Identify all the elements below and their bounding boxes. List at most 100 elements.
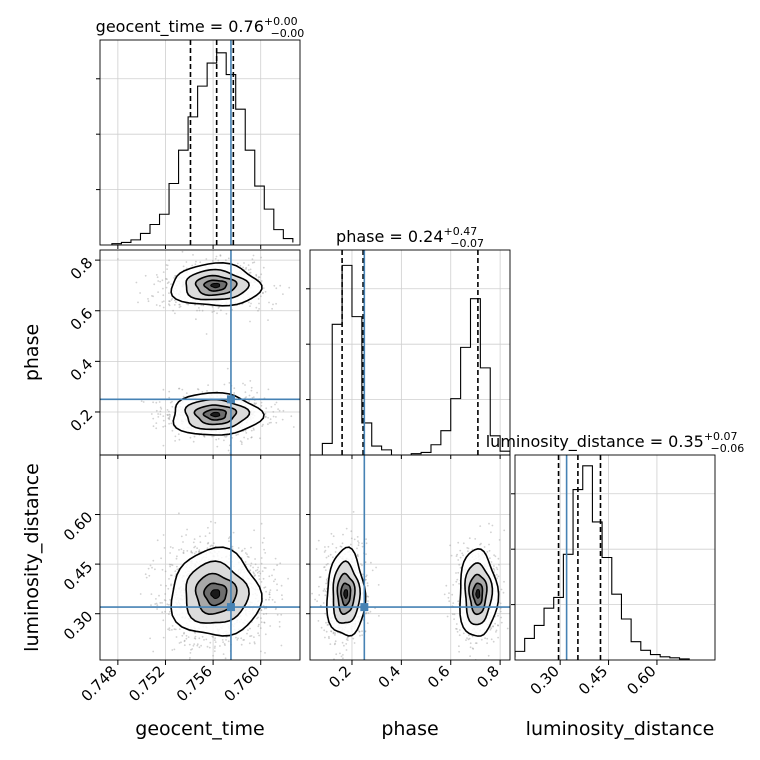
sample-point	[242, 382, 244, 385]
sample-point	[169, 598, 172, 601]
sample-point	[151, 566, 153, 569]
sample-point	[223, 643, 226, 645]
sample-point	[465, 639, 467, 641]
sample-point	[455, 580, 458, 583]
sample-point	[170, 422, 173, 425]
sample-point	[492, 625, 494, 628]
sample-point	[242, 639, 245, 641]
sample-point	[177, 433, 180, 436]
sample-point	[499, 610, 502, 613]
sample-point	[317, 539, 320, 542]
sample-point	[200, 304, 203, 307]
sample-point	[148, 574, 151, 577]
sample-point	[237, 547, 240, 549]
sample-point	[249, 320, 251, 323]
sample-point	[268, 596, 271, 599]
sample-point	[176, 565, 178, 568]
sample-point	[258, 276, 261, 279]
sample-point	[281, 598, 284, 601]
sample-point	[262, 292, 264, 295]
sample-point	[311, 592, 313, 595]
sample-point	[264, 663, 266, 665]
sample-point	[149, 564, 152, 567]
sample-point	[166, 409, 169, 411]
sample-point	[281, 594, 283, 597]
sample-point	[208, 532, 211, 535]
sample-point	[252, 571, 255, 574]
sample-point	[262, 577, 265, 580]
sample-point	[158, 594, 160, 597]
sample-point	[164, 610, 166, 613]
sample-point	[252, 566, 255, 569]
sample-point	[168, 629, 171, 631]
sample-point	[494, 622, 496, 625]
sample-point	[461, 552, 464, 555]
sample-point	[323, 588, 326, 590]
sample-point	[257, 276, 260, 278]
sample-point	[178, 387, 181, 390]
sample-point	[342, 654, 344, 656]
sample-point	[117, 258, 119, 260]
sample-point	[187, 303, 190, 306]
sample-point	[267, 416, 269, 419]
sample-point	[318, 585, 320, 588]
sample-point	[180, 535, 183, 538]
sample-point	[471, 635, 474, 638]
sample-point	[227, 537, 230, 540]
sample-point	[497, 557, 500, 560]
sample-point	[149, 637, 152, 640]
sample-point	[210, 520, 212, 523]
sample-point	[260, 522, 263, 525]
sample-point	[502, 591, 505, 594]
sample-point	[330, 630, 332, 632]
sample-point	[258, 575, 260, 577]
sample-point	[244, 561, 247, 563]
sample-point	[173, 628, 176, 631]
sample-point	[468, 637, 471, 640]
sample-point	[279, 284, 282, 287]
sample-point	[350, 537, 353, 540]
sample-point	[222, 653, 225, 655]
sample-point	[262, 266, 265, 269]
sample-point	[346, 639, 349, 641]
sample-point	[183, 632, 185, 635]
sample-point	[139, 292, 142, 294]
sample-point	[225, 639, 227, 641]
sample-point	[225, 312, 228, 315]
sample-point	[166, 413, 169, 416]
sample-point	[495, 566, 498, 569]
sample-point	[195, 551, 198, 553]
sample-point	[263, 566, 266, 569]
sample-point	[248, 301, 250, 304]
sample-point	[168, 300, 171, 303]
histogram-step	[321, 264, 510, 455]
truth-marker	[360, 603, 369, 612]
sample-point	[274, 578, 277, 581]
sample-point	[227, 449, 230, 452]
sample-point	[269, 625, 272, 627]
sample-point	[272, 415, 275, 418]
sample-point	[198, 550, 201, 553]
sample-point	[155, 598, 157, 600]
sample-point	[185, 637, 188, 640]
sample-point	[194, 304, 196, 306]
sample-point	[183, 644, 186, 647]
sample-point	[156, 276, 159, 279]
sample-point	[323, 566, 326, 568]
sample-point	[255, 273, 258, 276]
sample-point	[243, 436, 246, 439]
sample-point	[324, 546, 326, 548]
sample-point	[256, 569, 259, 571]
sample-point	[488, 543, 490, 546]
sample-point	[171, 400, 173, 403]
sample-point	[462, 542, 465, 545]
hist-panel-phase: phase = 0.24+0.47 −0.07	[306, 225, 511, 456]
x-tick-label: 0.2	[325, 662, 355, 692]
sample-point	[486, 551, 489, 553]
sample-point	[292, 426, 295, 428]
sample-point	[261, 541, 264, 544]
sample-point	[250, 436, 253, 438]
sample-point	[180, 641, 182, 644]
y-tick-label: 0.6	[67, 304, 97, 334]
sample-point	[157, 413, 160, 415]
